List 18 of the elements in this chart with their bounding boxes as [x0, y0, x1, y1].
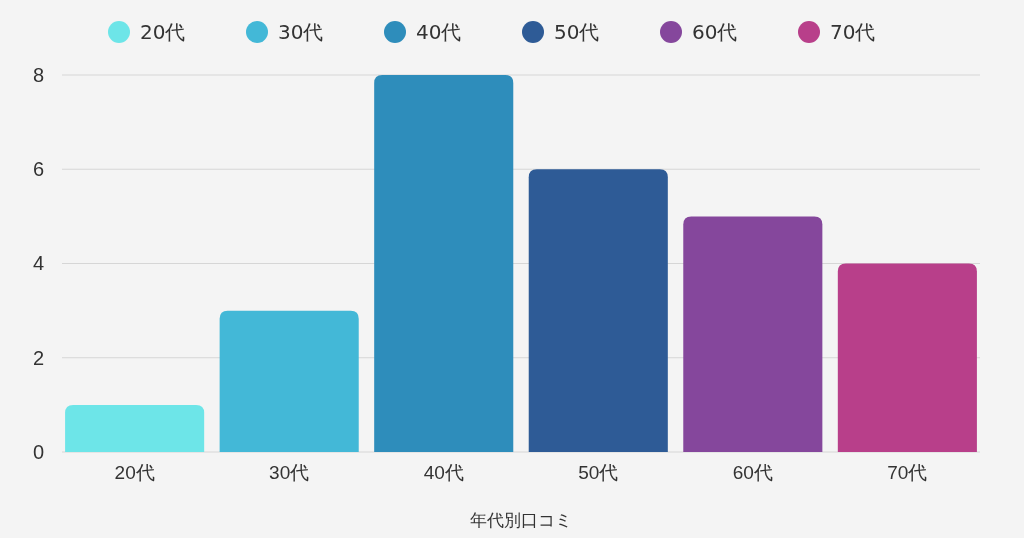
x-tick-label: 70代 — [887, 462, 928, 484]
x-tick-label: 50代 — [578, 462, 619, 484]
legend-label: 30代 — [278, 20, 324, 44]
legend-label: 50代 — [554, 20, 600, 44]
legend-label: 40代 — [416, 20, 462, 44]
x-tick-label: 40代 — [423, 462, 464, 484]
x-axis-title: 年代別口コミ — [470, 510, 572, 530]
x-tick-label: 30代 — [269, 462, 310, 484]
legend-label: 60代 — [692, 20, 738, 44]
legend-label: 70代 — [830, 20, 876, 44]
y-tick-label: 8 — [32, 63, 44, 86]
x-tick-label: 60代 — [732, 462, 773, 484]
legend-label: 20代 — [140, 20, 186, 44]
x-tick-label: 20代 — [114, 462, 155, 484]
y-tick-label: 4 — [32, 252, 44, 275]
y-tick-label: 2 — [32, 346, 44, 369]
y-tick-label: 0 — [32, 440, 44, 463]
y-tick-label: 6 — [32, 158, 44, 181]
